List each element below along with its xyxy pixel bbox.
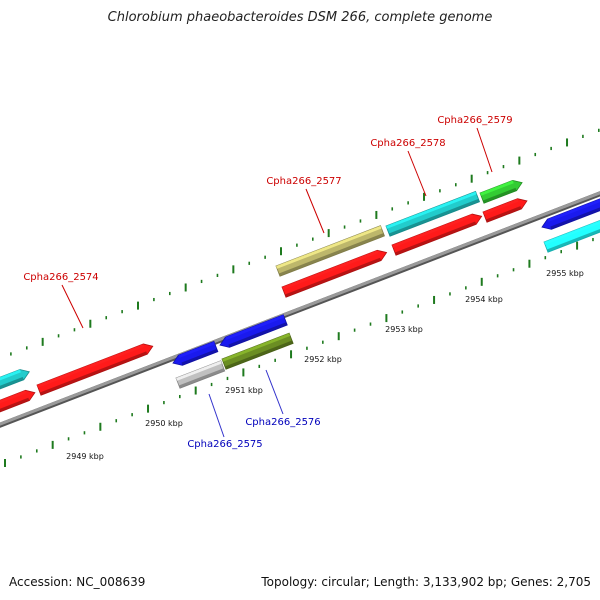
leader-line-cpha266-2578 (407, 150, 427, 197)
gene-red-edge-left[interactable] (0, 389, 36, 414)
gene-label-cpha266-2576[interactable]: Cpha266_2576 (245, 417, 320, 428)
gene-cpha266-2575[interactable] (175, 360, 226, 389)
gene-label-cpha266-2574[interactable]: Cpha266_2574 (23, 272, 98, 283)
gene-cpha266-2575-highlight (176, 360, 222, 381)
gene-blue-2576-highlight (225, 314, 285, 340)
gene-red-2577-lower-shade (284, 257, 382, 298)
gene-label-cpha266-2575[interactable]: Cpha266_2575 (187, 439, 262, 450)
ruler-label-2953: 2953 kbp (385, 325, 423, 334)
gene-blue-2575-highlight (178, 341, 215, 358)
gene-red-edge-left-highlight (0, 390, 27, 404)
gene-cpha266-2579-highlight (480, 180, 514, 196)
gene-cpha266-2576-highlight (222, 333, 291, 362)
gene-cyan-edge-right[interactable] (543, 217, 600, 253)
gene-cpha266-2575-shade (178, 368, 225, 389)
gene-cpha266-2578-red[interactable] (391, 213, 483, 256)
gene-red-2579-lower-highlight (483, 198, 519, 215)
gene-blue-edge-right[interactable] (541, 197, 600, 230)
ruler-label-2950: 2950 kbp (145, 419, 183, 428)
gene-cyan-edge-left-shade (0, 376, 24, 389)
outer-tick-track (10, 128, 600, 356)
gene-blue-2575[interactable] (172, 340, 219, 366)
gene-cyan-edge-left-highlight (0, 369, 21, 381)
gene-labels: Cpha266_2577 Cpha266_2578 Cpha266_2579 C… (23, 115, 512, 450)
accession-text: Accession: NC_008639 (9, 575, 146, 589)
gene-cpha266-2574[interactable] (36, 343, 154, 396)
gene-cpha266-2578-red-highlight (392, 214, 474, 248)
gene-cpha266-2578-cyan[interactable] (385, 190, 481, 237)
gene-label-cpha266-2579[interactable]: Cpha266_2579 (437, 115, 512, 126)
gene-cpha266-2578-red-shade (394, 221, 477, 256)
leader-line-cpha266-2577 (305, 188, 325, 234)
gene-blue-2575-shade (181, 348, 218, 366)
ruler-label-2954: 2954 kbp (465, 295, 503, 304)
gene-blue-edge-right-shade (550, 207, 600, 230)
leader-line-cpha266-2576 (265, 369, 284, 415)
ruler-label-2955: 2955 kbp (546, 269, 584, 278)
gene-red-2579-lower-shade (485, 206, 522, 223)
gene-cyan-edge-left[interactable] (0, 369, 30, 391)
leader-line-cpha266-2579 (476, 127, 493, 173)
ruler-label-2951: 2951 kbp (225, 386, 263, 395)
gene-features (0, 179, 600, 414)
gene-red-2579-lower[interactable] (482, 198, 528, 223)
gene-cpha266-2578-cyan-highlight (386, 191, 477, 229)
gene-cyan-edge-right-shade (546, 228, 600, 253)
genome-backbone (0, 191, 600, 428)
ruler-label-2949: 2949 kbp (66, 452, 104, 461)
gene-cyan-edge-right-highlight (544, 220, 600, 245)
gene-red-2577-lower-highlight (282, 250, 379, 290)
gene-cpha266-2579[interactable] (479, 179, 523, 204)
gene-cpha266-2579-shade (482, 187, 517, 204)
gene-red-edge-left-shade (0, 397, 30, 412)
gene-blue-edge-right-highlight (547, 198, 600, 222)
gene-cpha266-2576-shade (224, 340, 294, 370)
gene-cpha266-2577-shade (278, 233, 385, 277)
gene-cpha266-2577[interactable] (275, 225, 385, 277)
gene-cpha266-2574-highlight (37, 343, 145, 388)
ruler-label-2952: 2952 kbp (304, 355, 342, 364)
gene-red-2577-lower[interactable] (281, 249, 388, 298)
gene-label-cpha266-2577[interactable]: Cpha266_2577 (266, 176, 341, 187)
ruler-labels: 2949 kbp 2950 kbp 2951 kbp 2952 kbp 2953… (66, 269, 584, 461)
gene-cpha266-2578-cyan-shade (388, 198, 480, 237)
inner-tick-track (4, 237, 594, 467)
topology-summary: Topology: circular; Length: 3,133,902 bp… (261, 575, 591, 589)
gene-label-cpha266-2578[interactable]: Cpha266_2578 (370, 138, 445, 149)
label-leader-lines (61, 127, 493, 438)
genome-title: Chlorobium phaeobacteroides DSM 266, com… (107, 10, 493, 25)
gene-cpha266-2574-shade (39, 351, 148, 396)
backbone-line (0, 191, 600, 426)
leader-line-cpha266-2575 (208, 393, 225, 438)
gene-cpha266-2576[interactable] (221, 332, 294, 370)
gene-cpha266-2577-highlight (276, 225, 382, 269)
gene-blue-2576[interactable] (219, 314, 288, 348)
leader-line-cpha266-2574 (61, 284, 84, 329)
gene-blue-2576-shade (228, 322, 288, 348)
